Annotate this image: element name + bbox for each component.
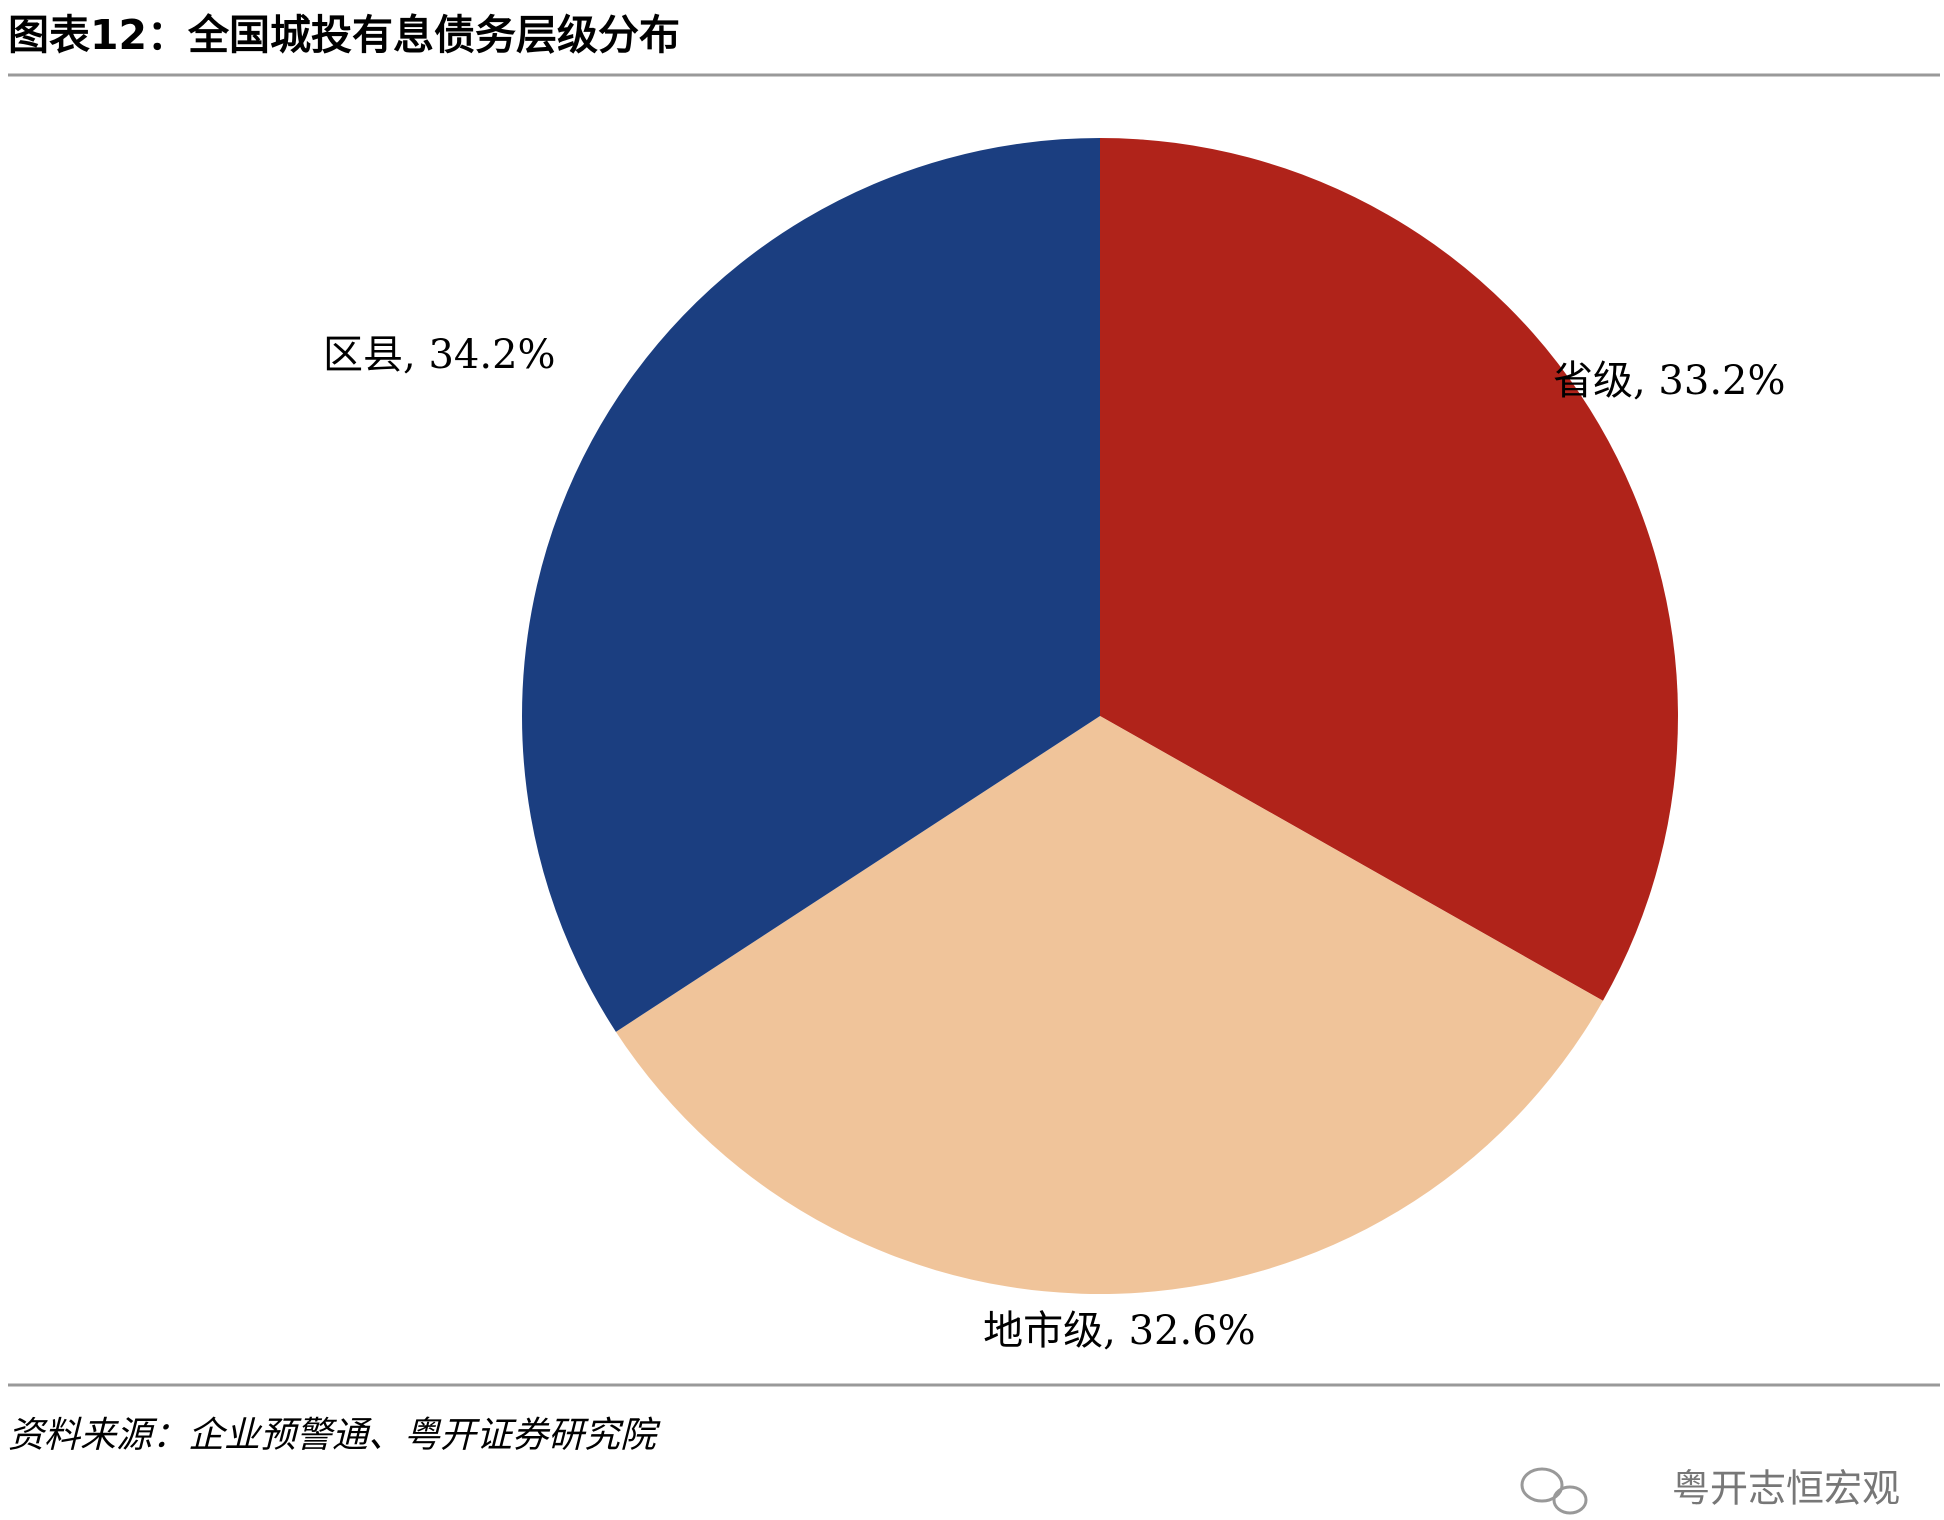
source: 资料来源：企业预警通、粤开证券研究院 (8, 1415, 661, 1456)
data-label: 省级, 33.2% (1553, 358, 1786, 404)
wechat-icon (1520, 1467, 1588, 1515)
pie-slice (615, 716, 1603, 1294)
pie-slice (1100, 138, 1678, 1001)
pie (522, 138, 1678, 1294)
data-label: 地市级, 32.6% (983, 1308, 1256, 1354)
watermark: 粤开志恒宏观 (1672, 1467, 1900, 1511)
data-label: 区县, 34.2% (323, 332, 556, 378)
pie-slice (522, 138, 1100, 1032)
title: 图表12：全国城投有息债务层级分布 (8, 11, 680, 59)
